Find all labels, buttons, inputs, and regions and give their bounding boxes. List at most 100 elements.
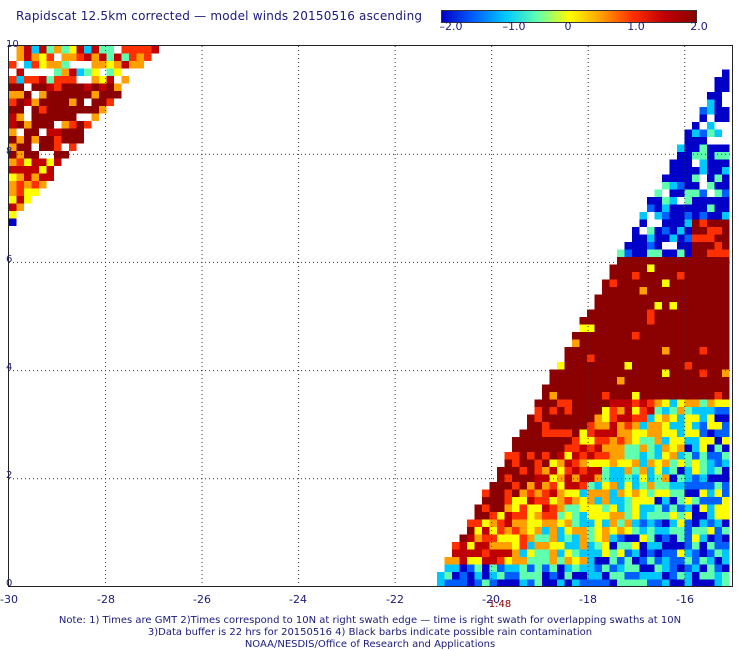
wind-cell: [639, 579, 647, 587]
wind-cell: [16, 143, 24, 151]
wind-cell: [639, 212, 647, 220]
wind-cell: [527, 579, 535, 587]
wind-cell: [677, 429, 685, 437]
wind-cell: [572, 542, 580, 550]
wind-cell: [504, 519, 512, 527]
wind-cell: [677, 414, 685, 422]
wind-cell: [61, 53, 69, 61]
wind-cell: [707, 272, 715, 280]
wind-cell: [519, 429, 527, 437]
wind-cell: [684, 512, 692, 520]
wind-cell: [572, 482, 580, 490]
wind-cell: [632, 294, 640, 302]
wind-cell: [557, 549, 565, 557]
wind-cell: [549, 467, 557, 475]
wind-cell: [602, 279, 610, 287]
wind-cell: [9, 188, 17, 196]
wind-cell: [624, 504, 632, 512]
wind-cell: [692, 204, 700, 212]
wind-cell: [662, 422, 670, 430]
wind-cell: [39, 98, 47, 106]
wind-cell: [609, 579, 617, 587]
wind-cell: [512, 542, 520, 550]
wind-cell: [714, 414, 722, 422]
wind-cell: [16, 181, 24, 189]
wind-cell: [632, 482, 640, 490]
wind-cell: [722, 414, 730, 422]
wind-cell: [594, 557, 602, 565]
wind-cell: [497, 527, 505, 535]
wind-cell: [722, 219, 730, 227]
wind-cell: [542, 564, 550, 572]
wind-cell: [699, 122, 707, 130]
wind-cell: [609, 384, 617, 392]
wind-cell: [662, 452, 670, 460]
wind-cell: [617, 362, 625, 370]
wind-cell: [692, 362, 700, 370]
wind-cell: [136, 46, 144, 54]
wind-cell: [684, 542, 692, 550]
wind-cell: [617, 414, 625, 422]
wind-cell: [722, 212, 730, 220]
wind-cell: [707, 444, 715, 452]
wind-cell: [684, 557, 692, 565]
wind-cell: [632, 347, 640, 355]
wind-cell: [609, 444, 617, 452]
wind-cell: [617, 534, 625, 542]
wind-cell: [714, 212, 722, 220]
wind-cell: [699, 197, 707, 205]
wind-cell: [54, 128, 62, 136]
wind-cell: [609, 392, 617, 400]
wind-cell: [662, 302, 670, 310]
wind-cell: [632, 564, 640, 572]
wind-cell: [444, 564, 452, 572]
wind-cell: [602, 497, 610, 505]
wind-cell: [602, 422, 610, 430]
wind-cell: [549, 482, 557, 490]
wind-cell: [699, 497, 707, 505]
wind-cell: [632, 377, 640, 385]
wind-cell: [564, 459, 572, 467]
wind-cell: [587, 309, 595, 317]
wind-cell: [722, 347, 730, 355]
wind-cell: [662, 257, 670, 265]
wind-cell: [572, 384, 580, 392]
wind-cell: [692, 407, 700, 415]
wind-cell: [534, 422, 542, 430]
wind-cell: [534, 459, 542, 467]
wind-cell: [714, 407, 722, 415]
wind-cell: [609, 497, 617, 505]
wind-cell: [564, 377, 572, 385]
wind-cell: [549, 557, 557, 565]
wind-cell: [31, 61, 39, 69]
wind-cell: [684, 384, 692, 392]
wind-cell: [684, 204, 692, 212]
wind-cell: [609, 542, 617, 550]
wind-cell: [662, 467, 670, 475]
wind-cell: [557, 452, 565, 460]
wind-cell: [534, 437, 542, 445]
wind-cell: [624, 354, 632, 362]
wind-cell: [572, 444, 580, 452]
wind-cell: [669, 227, 677, 235]
wind-cell: [647, 392, 655, 400]
wind-cell: [54, 83, 62, 91]
wind-cell: [579, 324, 587, 332]
wind-cell: [444, 579, 452, 587]
wind-cell: [564, 444, 572, 452]
wind-cell: [654, 294, 662, 302]
wind-cell: [684, 407, 692, 415]
wind-cell: [497, 519, 505, 527]
wind-cell: [497, 572, 505, 580]
wind-cell: [579, 542, 587, 550]
wind-cell: [527, 429, 535, 437]
wind-cell: [587, 422, 595, 430]
wind-cell: [572, 339, 580, 347]
wind-cell: [527, 452, 535, 460]
wind-cell: [482, 542, 490, 550]
wind-cell: [654, 189, 662, 197]
wind-cell: [594, 579, 602, 587]
wind-cell: [497, 467, 505, 475]
wind-cell: [707, 459, 715, 467]
wind-cell: [512, 474, 520, 482]
